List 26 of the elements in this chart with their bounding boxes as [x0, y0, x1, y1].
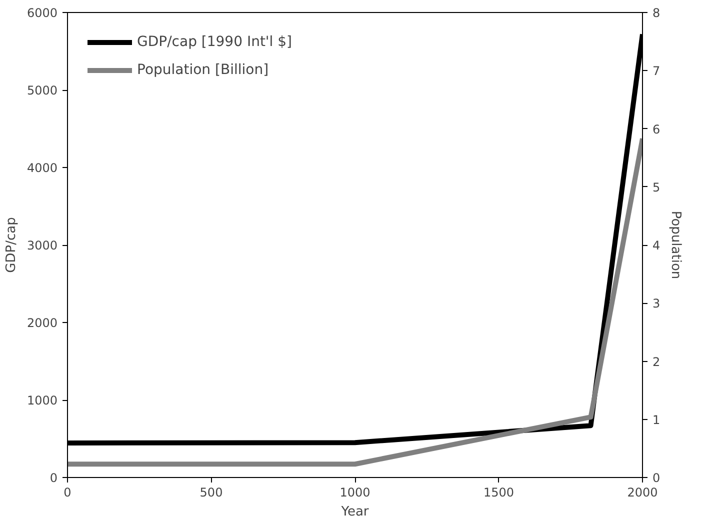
y-tick-label: 6000 — [26, 6, 58, 20]
y2-tick-label: 3 — [652, 296, 660, 311]
legend-label: Population [Billion] — [137, 62, 269, 78]
y2-tick-label: 4 — [652, 238, 660, 252]
y2-tick-label: 5 — [652, 180, 660, 194]
y2-axis-title: Population — [668, 210, 684, 280]
x-tick-label: 500 — [200, 486, 223, 500]
y2-tick-label: 6 — [652, 122, 660, 136]
legend-label: GDP/cap [1990 Int'l $] — [137, 34, 292, 50]
y2-tick-label: 8 — [652, 6, 660, 20]
y2-tick-label: 2 — [652, 354, 660, 369]
y-tick-label: 2000 — [26, 316, 58, 330]
y-axis-title: GDP/cap — [4, 217, 19, 273]
x-axis-title: Year — [340, 504, 370, 520]
y-tick-label: 0 — [50, 471, 58, 485]
y-tick-label: 4000 — [26, 161, 58, 175]
x-tick-label: 1500 — [483, 486, 514, 500]
y2-tick-label: 0 — [652, 471, 660, 485]
y2-tick-label: 1 — [652, 412, 660, 427]
x-tick-label: 2000 — [627, 486, 658, 500]
y-tick-label: 3000 — [26, 238, 58, 252]
x-tick-label: 1000 — [340, 486, 370, 500]
y-tick-label: 1000 — [26, 394, 58, 408]
x-tick-label: 0 — [64, 486, 72, 500]
y-tick-label: 5000 — [26, 84, 58, 98]
y2-tick-label: 7 — [652, 64, 660, 78]
